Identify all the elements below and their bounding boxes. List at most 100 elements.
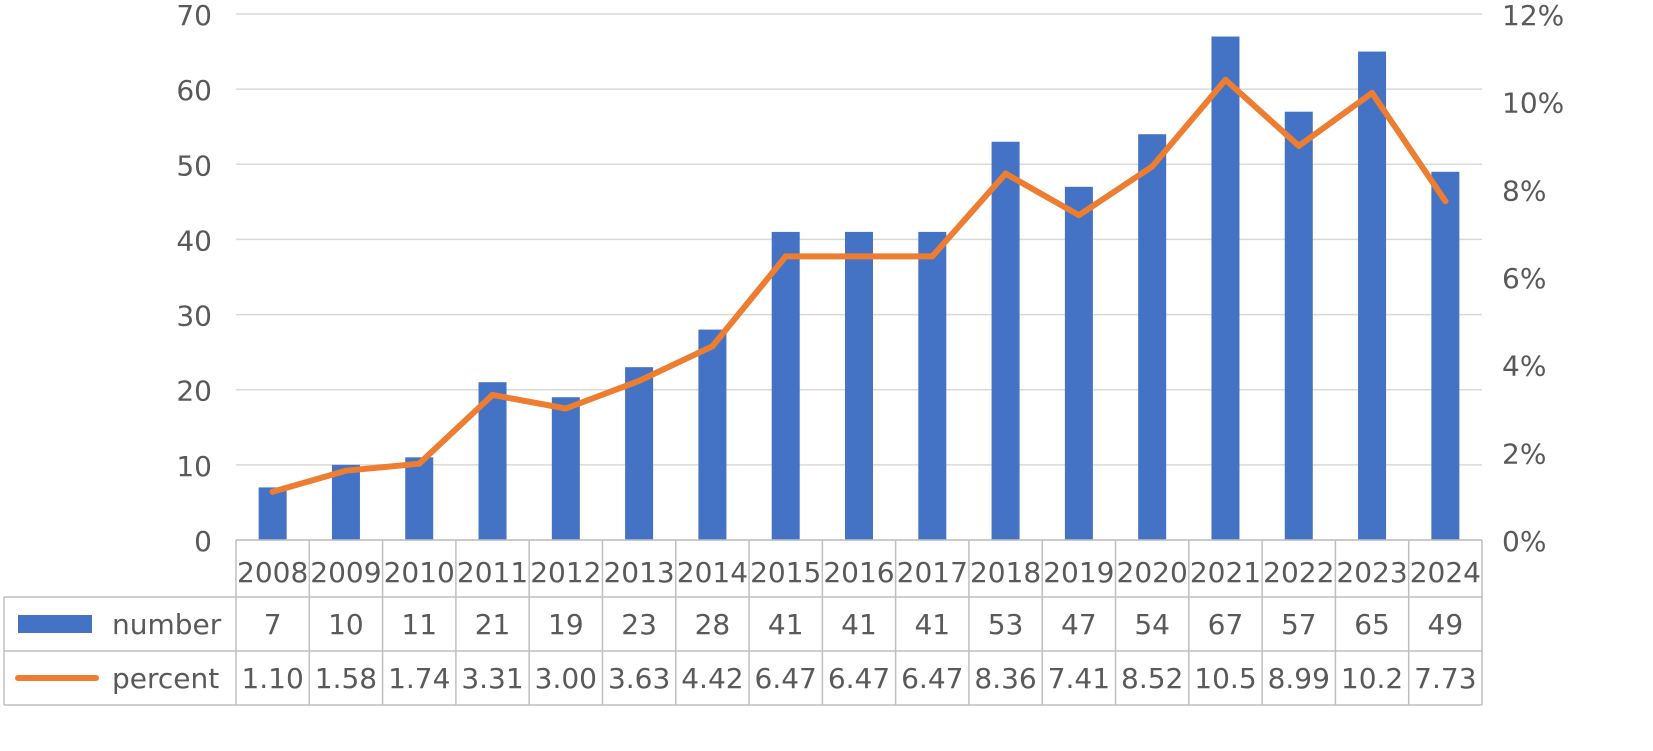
table-cell-percent: 6.47	[755, 662, 817, 695]
x-tick-label: 2012	[530, 556, 601, 589]
table-cell-number: 41	[914, 608, 950, 641]
x-tick-label: 2022	[1263, 556, 1334, 589]
y-left-tick-label: 30	[176, 300, 212, 333]
bar-2020	[1138, 134, 1167, 540]
bar-2015	[771, 231, 800, 540]
y-right-tick-label: 10%	[1502, 87, 1564, 120]
table-cell-number: 21	[475, 608, 511, 641]
x-tick-label: 2018	[970, 556, 1041, 589]
line-point-2017	[929, 253, 936, 260]
y-right-tick-label: 6%	[1502, 262, 1546, 295]
line-point-2024	[1442, 198, 1449, 205]
table-cell-percent: 4.42	[681, 662, 743, 695]
y-right-tick-label: 4%	[1502, 350, 1546, 383]
line-point-2015	[782, 253, 789, 260]
table-cell-number: 57	[1281, 608, 1317, 641]
line-point-2022	[1295, 142, 1302, 149]
x-tick-label: 2008	[237, 556, 308, 589]
y-left-tick-label: 50	[176, 149, 212, 182]
table-cell-number: 7	[264, 608, 282, 641]
line-point-2008	[269, 488, 276, 495]
table-cell-percent: 10.2	[1341, 662, 1403, 695]
x-tick-label: 2024	[1410, 556, 1481, 589]
table-cell-number: 19	[548, 608, 584, 641]
legend-label-percent: percent	[112, 662, 219, 695]
x-tick-label: 2019	[1043, 556, 1114, 589]
table-cell-number: 47	[1061, 608, 1097, 641]
bar-2019	[1064, 186, 1093, 541]
x-tick-label: 2020	[1117, 556, 1188, 589]
bar-2008	[258, 487, 287, 540]
table-cell-number: 53	[988, 608, 1024, 641]
table-cell-number: 41	[841, 608, 877, 641]
y-right-tick-label: 12%	[1502, 0, 1564, 32]
table-cell-percent: 3.63	[608, 662, 670, 695]
line-point-2016	[856, 253, 862, 260]
table-cell-percent: 7.73	[1414, 662, 1476, 695]
line-point-2009	[342, 467, 349, 474]
line-point-2010	[416, 460, 423, 467]
y-left-tick-label: 70	[176, 0, 212, 32]
bar-2024	[1431, 171, 1460, 541]
y-right-tick-label: 2%	[1502, 437, 1546, 470]
x-tick-label: 2016	[823, 556, 894, 589]
bar-2009	[331, 464, 360, 540]
x-tick-label: 2023	[1336, 556, 1407, 589]
table-cell-percent: 6.47	[828, 662, 890, 695]
table-cell-percent: 8.99	[1268, 662, 1330, 695]
line-point-2020	[1149, 163, 1156, 170]
y-left-tick-label: 40	[176, 224, 212, 257]
table-cell-percent: 3.00	[535, 662, 597, 695]
x-tick-label: 2017	[897, 556, 968, 589]
line-point-2019	[1075, 212, 1082, 219]
bar-2013	[625, 367, 654, 540]
y-right-tick-label: 8%	[1502, 174, 1546, 207]
legend-swatch-number	[18, 615, 92, 633]
x-tick-label: 2021	[1190, 556, 1261, 589]
y-left-tick-label: 20	[176, 375, 212, 408]
table-cell-number: 10	[328, 608, 364, 641]
x-tick-label: 2010	[384, 556, 455, 589]
bar-2021	[1211, 36, 1240, 541]
table-cell-number: 28	[695, 608, 731, 641]
bar-2014	[698, 329, 727, 540]
bar-2016	[845, 231, 873, 540]
x-tick-label: 2015	[750, 556, 821, 589]
x-tick-label: 2014	[677, 556, 748, 589]
table-cell-percent: 3.31	[461, 662, 523, 695]
table-cell-number: 41	[768, 608, 804, 641]
table-cell-number: 65	[1354, 608, 1390, 641]
legend-label-number: number	[112, 608, 222, 641]
bar-2017	[918, 231, 947, 540]
y-right-tick-label: 0%	[1502, 525, 1546, 558]
bar-2011	[478, 382, 507, 540]
line-point-2021	[1222, 76, 1229, 83]
table-cell-number: 23	[621, 608, 657, 641]
line-point-2014	[709, 343, 716, 350]
table-cell-number: 54	[1134, 608, 1170, 641]
line-point-2018	[1002, 170, 1009, 177]
y-left-tick-label: 60	[176, 74, 212, 107]
y-left-tick-label: 10	[176, 450, 212, 483]
table-cell-percent: 1.74	[388, 662, 450, 695]
table-cell-percent: 1.58	[315, 662, 377, 695]
line-point-2012	[562, 405, 569, 412]
x-tick-label: 2011	[457, 556, 528, 589]
x-tick-label: 2009	[310, 556, 381, 589]
line-point-2023	[1369, 89, 1376, 96]
y-left-tick-label: 0	[194, 525, 212, 558]
table-cell-percent: 1.10	[241, 662, 303, 695]
table-cell-percent: 7.41	[1048, 662, 1110, 695]
table-cell-number: 67	[1208, 608, 1244, 641]
bar-2023	[1358, 51, 1387, 540]
line-point-2013	[636, 377, 643, 384]
bar-2012	[551, 397, 580, 540]
table-cell-percent: 8.36	[974, 662, 1036, 695]
line-point-2011	[489, 391, 496, 398]
table-cell-percent: 8.52	[1121, 662, 1183, 695]
bar-2022	[1284, 111, 1313, 540]
table-cell-number: 49	[1428, 608, 1464, 641]
x-tick-label: 2013	[603, 556, 674, 589]
table-cell-percent: 6.47	[901, 662, 963, 695]
